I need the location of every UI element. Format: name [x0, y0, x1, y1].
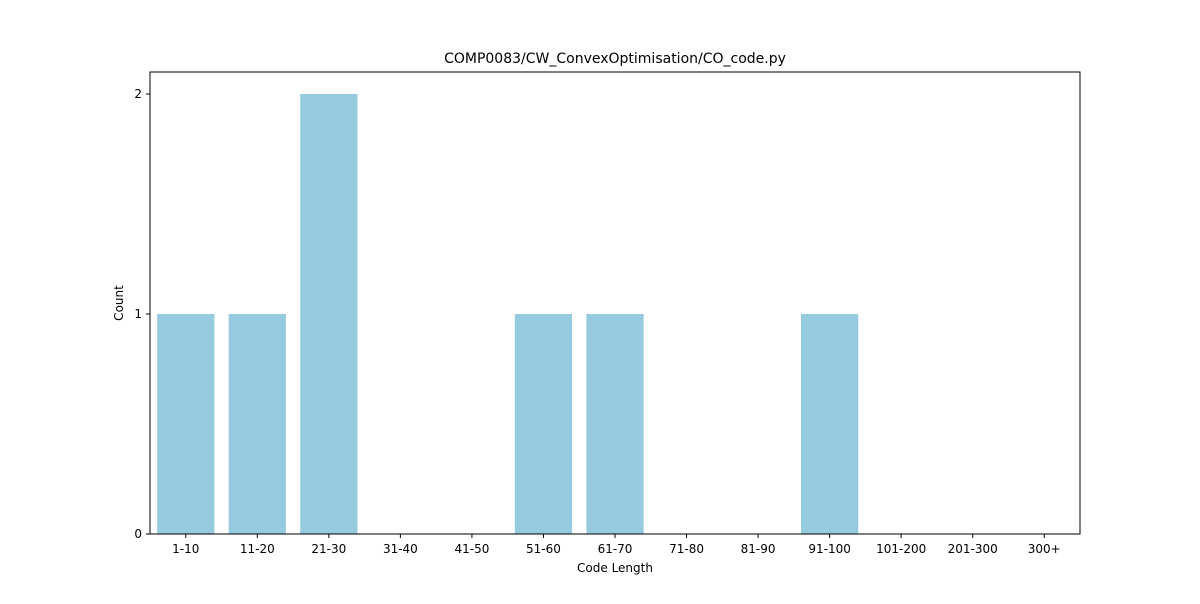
x-tick-label: 11-20: [240, 542, 275, 556]
x-tick-label: 300+: [1028, 542, 1061, 556]
bar-51-60: [514, 314, 573, 534]
x-tick-label: 21-30: [311, 542, 346, 556]
x-tick-label: 81-90: [741, 542, 776, 556]
x-tick-label: 31-40: [383, 542, 418, 556]
x-tick-label: 1-10: [172, 542, 199, 556]
x-axis-label: Code Length: [577, 561, 653, 575]
x-tick-label: 61-70: [598, 542, 633, 556]
x-tick-label: 101-200: [876, 542, 926, 556]
y-tick-label: 0: [134, 527, 142, 541]
bar-91-100: [801, 314, 859, 534]
x-tick-label: 91-100: [808, 542, 851, 556]
x-tick-label: 41-50: [454, 542, 489, 556]
plot-frame: [149, 71, 1081, 535]
x-tick-label: 71-80: [669, 542, 704, 556]
bar-21-30: [300, 94, 358, 534]
bar-11-20: [228, 314, 286, 534]
y-axis-label: Count: [112, 285, 126, 321]
y-tick-label: 1: [134, 307, 142, 321]
y-tick-label: 2: [134, 87, 142, 101]
x-tick-label: 51-60: [526, 542, 561, 556]
x-tick-label: 201-300: [948, 542, 998, 556]
bars-layer: [157, 94, 859, 534]
bar-61-70: [586, 314, 644, 534]
y-axis-ticks: 0 1 2: [134, 87, 150, 541]
chart-title: COMP0083/CW_ConvexOptimisation/CO_code.p…: [444, 51, 786, 67]
bar-1-10: [157, 314, 215, 534]
x-axis-ticks: 1-10 11-20 21-30 31-40 41-50 51-60 61-70 71-80 8…: [172, 534, 1061, 556]
